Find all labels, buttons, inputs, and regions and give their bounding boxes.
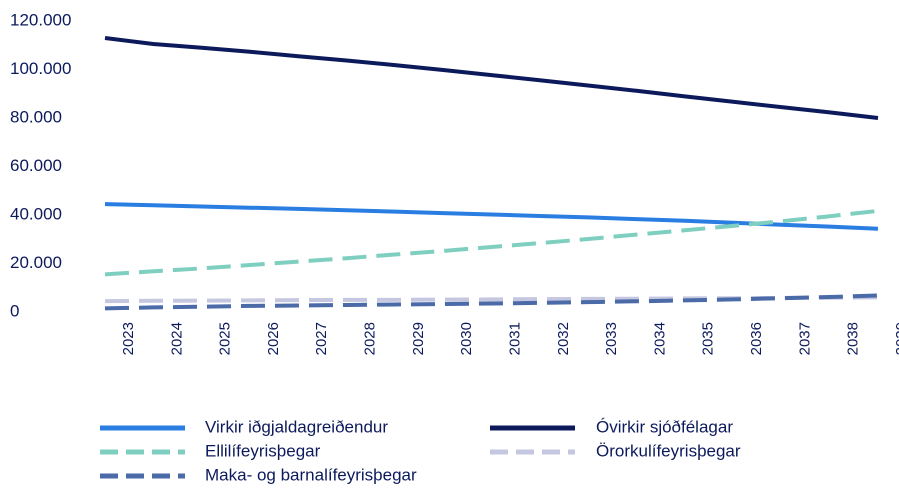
- legend-label: Ellilífeyrisþegar: [205, 441, 321, 460]
- series-line: [104, 208, 879, 277]
- x-tick-label: 2027: [313, 322, 330, 355]
- x-tick-label: 2029: [410, 322, 427, 355]
- legend-label: Örorkulífeyrisþegar: [596, 441, 741, 460]
- x-tick-label: 2033: [603, 322, 620, 355]
- y-tick-label: 120.000: [10, 10, 71, 29]
- x-tick-label: 2037: [796, 322, 813, 355]
- legend-label: Virkir iðgjaldagreiðendur: [205, 417, 388, 436]
- x-tick-label: 2028: [362, 322, 379, 355]
- series-line: [104, 295, 879, 304]
- x-tick-label: 2031: [506, 322, 523, 355]
- x-tick-label: 2030: [458, 322, 475, 355]
- y-tick-label: 100.000: [10, 59, 71, 78]
- series-line: [104, 36, 879, 120]
- y-tick-label: 60.000: [10, 156, 62, 175]
- x-tick-label: 2024: [168, 322, 185, 355]
- x-tick-label: 2034: [651, 322, 668, 355]
- x-tick-label: 2035: [700, 322, 717, 355]
- x-tick-label: 2036: [748, 322, 765, 355]
- x-tick-label: 2023: [120, 322, 137, 355]
- x-tick-label: 2039: [893, 322, 899, 355]
- y-tick-label: 20.000: [10, 253, 62, 272]
- x-tick-label: 2038: [845, 322, 862, 355]
- x-tick-label: 2025: [217, 322, 234, 355]
- x-tick-label: 2032: [555, 322, 572, 355]
- y-tick-label: 0: [10, 301, 19, 320]
- y-tick-label: 40.000: [10, 204, 62, 223]
- x-tick-label: 2026: [265, 322, 282, 355]
- series-line: [104, 293, 879, 311]
- y-tick-label: 80.000: [10, 107, 62, 126]
- legend-label: Maka- og barnalífeyrisþegar: [205, 465, 417, 484]
- legend-label: Óvirkir sjóðfélagar: [596, 417, 733, 436]
